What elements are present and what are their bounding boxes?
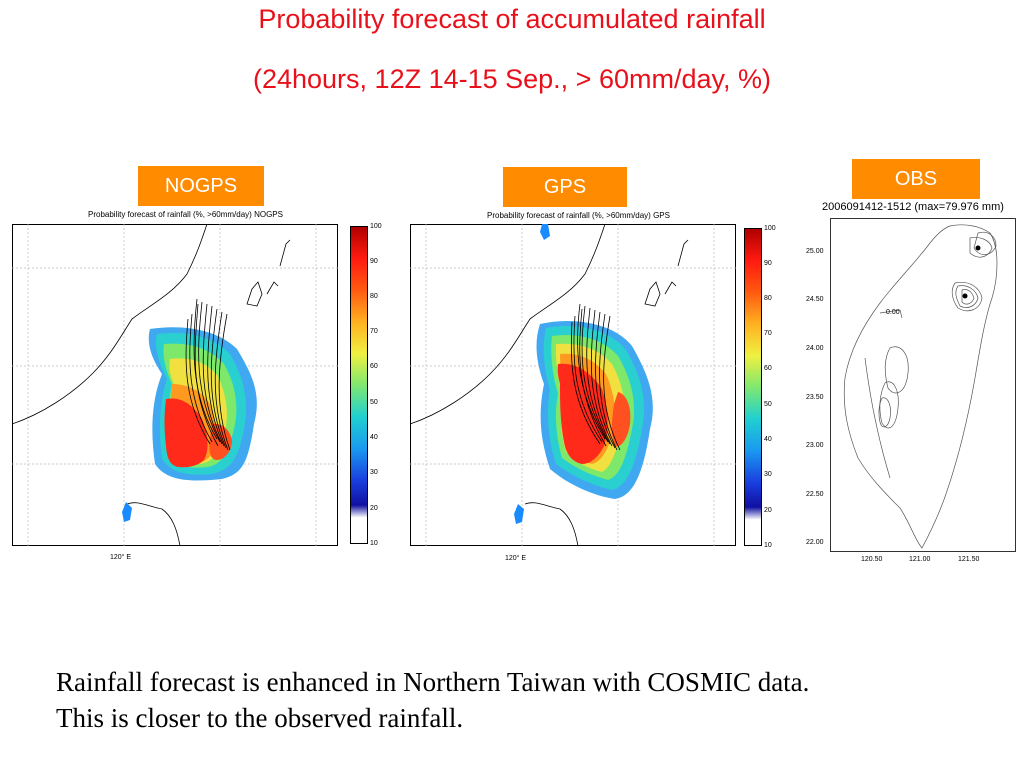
- nogps-subtitle: Probability forecast of rainfall (%, >60…: [88, 210, 283, 219]
- gps-tag: GPS: [503, 167, 627, 207]
- slide-title-line1: Probability forecast of accumulated rain…: [258, 4, 766, 34]
- obs-x-tick: 120.50: [861, 556, 883, 563]
- nogps-colorbar-tick: 50: [370, 399, 378, 406]
- nogps-colorbar: [350, 226, 368, 544]
- nogps-colorbar-tick: 80: [370, 293, 378, 300]
- nogps-colorbar-tick: 90: [370, 258, 378, 265]
- obs-y-tick: 25.00: [806, 248, 824, 255]
- gps-colorbar-tick: 20: [764, 507, 772, 514]
- obs-y-tick: 23.50: [806, 394, 824, 401]
- obs-y-tick: 22.00: [806, 539, 824, 546]
- gps-colorbar-tick: 40: [764, 436, 772, 443]
- obs-contour-label: 0.00: [886, 309, 900, 316]
- gps-x-label: 120° E: [505, 555, 527, 562]
- nogps-colorbar-tick: 10: [370, 540, 378, 547]
- obs-y-tick: 24.50: [806, 296, 824, 303]
- gps-track-lines: [570, 303, 621, 451]
- gps-colorbar-tick: 60: [764, 365, 772, 372]
- obs-y-tick: 24.00: [806, 345, 824, 352]
- obs-y-tick: 23.00: [806, 442, 824, 449]
- gps-colorbar-tick: 30: [764, 471, 772, 478]
- gps-map: [410, 224, 736, 546]
- slide-title-line2: (24hours, 12Z 14-15 Sep., > 60mm/day, %): [252, 64, 771, 94]
- obs-tag: OBS: [852, 159, 980, 199]
- gps-colorbar-tick: 90: [764, 260, 772, 267]
- nogps-track-lines: [185, 298, 231, 451]
- gps-colorbar-tick: 80: [764, 295, 772, 302]
- gps-subtitle: Probability forecast of rainfall (%, >60…: [487, 211, 670, 220]
- nogps-colorbar-tick: 70: [370, 328, 378, 335]
- obs-subtitle: 2006091412-1512 (max=79.976 mm): [822, 201, 1004, 213]
- obs-x-tick: 121.50: [958, 556, 980, 563]
- gps-colorbar-tick: 10: [764, 542, 772, 549]
- nogps-colorbar-tick: 100: [370, 223, 382, 230]
- nogps-tag: NOGPS: [138, 166, 264, 206]
- gps-colorbar-tick: 70: [764, 330, 772, 337]
- gps-colorbar: [744, 228, 762, 546]
- obs-y-tick: 22.50: [806, 491, 824, 498]
- gps-colorbar-tick: 100: [764, 225, 776, 232]
- obs-contour-map: [830, 218, 1016, 552]
- obs-x-tick: 121.00: [909, 556, 931, 563]
- slide-caption: Rainfall forecast is enhanced in Norther…: [56, 667, 810, 733]
- gps-colorbar-tick: 50: [764, 401, 772, 408]
- nogps-x-label: 120° E: [110, 554, 132, 561]
- nogps-colorbar-tick: 30: [370, 469, 378, 476]
- nogps-colorbar-tick: 60: [370, 363, 378, 370]
- nogps-colorbar-tick: 40: [370, 434, 378, 441]
- nogps-map: [12, 224, 338, 546]
- nogps-colorbar-tick: 20: [370, 505, 378, 512]
